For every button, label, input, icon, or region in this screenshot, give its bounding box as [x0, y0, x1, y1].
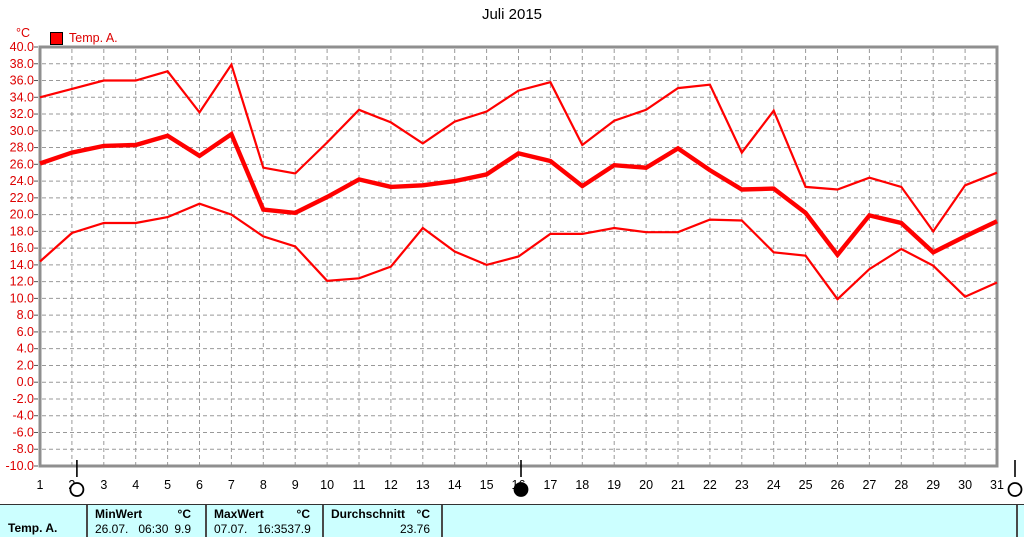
avg-line [39, 130, 998, 259]
svg-text:18: 18 [575, 478, 589, 492]
y-axis-unit-label: °C [16, 26, 31, 40]
moon-phase-marker-new [513, 460, 529, 497]
svg-text:31: 31 [990, 478, 1004, 492]
svg-text:4.0: 4.0 [17, 342, 34, 356]
table-divider [205, 505, 207, 537]
svg-text:8: 8 [260, 478, 267, 492]
svg-text:-10.0: -10.0 [6, 459, 35, 473]
moon-phase-marker-full [1007, 460, 1023, 497]
svg-text:14.0: 14.0 [10, 258, 34, 272]
svg-text:14: 14 [448, 478, 462, 492]
svg-text:18.0: 18.0 [10, 224, 34, 238]
svg-text:16.0: 16.0 [10, 241, 34, 255]
svg-text:13: 13 [416, 478, 430, 492]
maxwert-column: MaxWert °C 07.07. 16:35 37.9 [209, 505, 318, 537]
svg-text:26.0: 26.0 [10, 157, 34, 171]
maxwert-date: 07.07. [214, 522, 248, 536]
svg-text:-4.0: -4.0 [12, 409, 34, 423]
svg-text:26: 26 [831, 478, 845, 492]
svg-text:17: 17 [543, 478, 557, 492]
svg-text:24: 24 [767, 478, 781, 492]
maxwert-unit: °C [296, 507, 310, 521]
minwert-date: 26.07. [95, 522, 129, 536]
svg-text:36.0: 36.0 [10, 74, 34, 88]
svg-text:21: 21 [671, 478, 685, 492]
minwert-header: MinWert [95, 507, 143, 521]
legend: Temp. A. [50, 31, 118, 45]
svg-text:22: 22 [703, 478, 717, 492]
table-divider [322, 505, 324, 537]
svg-text:30: 30 [958, 478, 972, 492]
svg-text:29: 29 [926, 478, 940, 492]
x-axis-labels: 1234567891011121314151617181920212223242… [37, 478, 1004, 492]
svg-text:3: 3 [100, 478, 107, 492]
svg-text:28.0: 28.0 [10, 141, 34, 155]
maxwert-time: 16:35 [257, 522, 288, 536]
durchschnitt-unit: °C [416, 507, 430, 521]
plot-frame [38, 45, 999, 468]
table-divider [1016, 505, 1018, 537]
svg-text:27: 27 [862, 478, 876, 492]
min-line [39, 202, 998, 301]
svg-text:10: 10 [320, 478, 334, 492]
temperature-line-chart: 40.038.036.034.032.030.028.026.024.022.0… [6, 40, 1023, 497]
minwert-column: MinWert °C 26.07. 06:30 9.9 [90, 505, 199, 537]
svg-text:20.0: 20.0 [10, 208, 34, 222]
minwert-unit: °C [177, 507, 191, 521]
svg-text:30.0: 30.0 [10, 124, 34, 138]
max-line [39, 62, 998, 234]
svg-text:15: 15 [480, 478, 494, 492]
svg-text:25: 25 [799, 478, 813, 492]
svg-text:23: 23 [735, 478, 749, 492]
svg-text:8.0: 8.0 [17, 308, 34, 322]
maxwert-header: MaxWert [214, 507, 264, 521]
table-divider [441, 505, 443, 537]
y-axis-ticks [34, 46, 38, 467]
svg-text:2.0: 2.0 [17, 358, 34, 372]
svg-text:4: 4 [132, 478, 139, 492]
svg-text:32.0: 32.0 [10, 107, 34, 121]
durchschnitt-column: Durchschnitt °C 23.76 [326, 505, 438, 537]
grid-lines [42, 49, 996, 465]
svg-text:19: 19 [607, 478, 621, 492]
svg-text:40.0: 40.0 [10, 40, 34, 54]
svg-text:10.0: 10.0 [10, 291, 34, 305]
series-row-label: Temp. A. [8, 521, 58, 535]
svg-text:5: 5 [164, 478, 171, 492]
svg-text:38.0: 38.0 [10, 57, 34, 71]
summary-panel: Temp. A. MinWert °C 26.07. 06:30 9.9 Max… [0, 504, 1024, 537]
minwert-time: 06:30 [138, 522, 169, 536]
y-axis-labels: 40.0 38.0 36.0 34.0 32.0 30.0 28.0 26.0 24.0 22.0… [6, 40, 35, 473]
legend-swatch-icon [50, 31, 63, 45]
minwert-value: 9.9 [174, 522, 191, 536]
durchschnitt-value: 23.76 [399, 522, 430, 536]
page-title: Juli 2015 [481, 6, 543, 23]
moon-phase-marker-full [69, 460, 85, 497]
svg-text:0.0: 0.0 [17, 375, 34, 389]
svg-text:7: 7 [228, 478, 235, 492]
svg-text:6: 6 [196, 478, 203, 492]
durchschnitt-header: Durchschnitt [331, 507, 406, 521]
svg-text:24.0: 24.0 [10, 174, 34, 188]
svg-text:6.0: 6.0 [17, 325, 34, 339]
svg-text:9: 9 [292, 478, 299, 492]
svg-text:11: 11 [353, 478, 366, 492]
svg-text:12: 12 [384, 478, 398, 492]
svg-text:20: 20 [639, 478, 653, 492]
maxwert-value: 37.9 [287, 522, 311, 536]
svg-text:22.0: 22.0 [10, 191, 34, 205]
svg-text:28: 28 [894, 478, 908, 492]
svg-text:1: 1 [37, 478, 44, 492]
svg-text:-6.0: -6.0 [12, 425, 34, 439]
svg-text:12.0: 12.0 [10, 275, 34, 289]
table-divider [86, 505, 88, 537]
svg-text:-2.0: -2.0 [12, 392, 34, 406]
svg-text:-8.0: -8.0 [12, 442, 34, 456]
legend-label: Temp. A. [69, 31, 118, 45]
svg-text:34.0: 34.0 [10, 90, 34, 104]
